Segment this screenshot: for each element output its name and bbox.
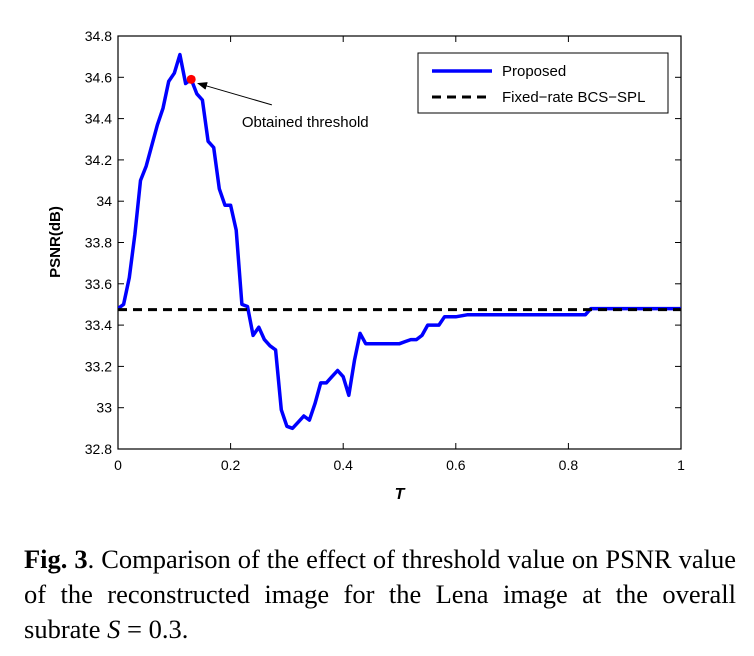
y-tick-label: 34.8 bbox=[85, 28, 112, 44]
x-tick-label: 1 bbox=[677, 457, 685, 473]
caption-math-rest: = 0.3. bbox=[120, 614, 189, 644]
y-tick-label: 33.6 bbox=[85, 276, 112, 292]
annotation-arrow bbox=[197, 82, 272, 106]
y-tick-label: 32.8 bbox=[85, 441, 112, 457]
y-tick-label: 33.2 bbox=[85, 358, 112, 374]
legend-box bbox=[417, 52, 669, 114]
x-tick-label: 0.4 bbox=[333, 457, 353, 473]
caption-text: . Comparison of the effect of threshold … bbox=[24, 544, 736, 644]
y-tick-label: 34.6 bbox=[85, 69, 112, 85]
y-tick-label: 33.4 bbox=[85, 317, 112, 333]
figure-caption: Fig. 3. Comparison of the effect of thre… bbox=[24, 542, 736, 647]
y-tick-label: 33.8 bbox=[85, 235, 112, 251]
annotation-label: Obtained threshold bbox=[242, 114, 369, 131]
psnr-threshold-chart: 0 0.2 0.4 0.6 0.8 1 32.8 33 33.2 33.4 33.6 33.8 34 34… bbox=[47, 28, 685, 503]
y-axis-label: PSNR(dB) bbox=[47, 206, 64, 278]
x-tick-label: 0.6 bbox=[446, 457, 466, 473]
x-axis-label: T bbox=[395, 486, 406, 503]
y-tick-label: 33 bbox=[96, 400, 112, 416]
caption-math-var: S bbox=[107, 614, 121, 644]
x-tick-label: 0 bbox=[114, 457, 122, 473]
x-tick-label: 0.8 bbox=[559, 457, 579, 473]
legend: Proposed Fixed−rate BCS−SPL bbox=[417, 52, 669, 114]
caption-label: Fig. 3 bbox=[24, 544, 88, 574]
obtained-threshold-point bbox=[186, 74, 196, 84]
x-tick-label: 0.2 bbox=[221, 457, 241, 473]
y-tick-label: 34.4 bbox=[85, 111, 112, 127]
legend-label-proposed: Proposed bbox=[502, 63, 566, 80]
y-tick-label: 34 bbox=[96, 193, 112, 209]
y-tick-label: 34.2 bbox=[85, 152, 112, 168]
legend-label-fixed-rate: Fixed−rate BCS−SPL bbox=[502, 89, 645, 106]
series-line-proposed bbox=[118, 52, 681, 431]
